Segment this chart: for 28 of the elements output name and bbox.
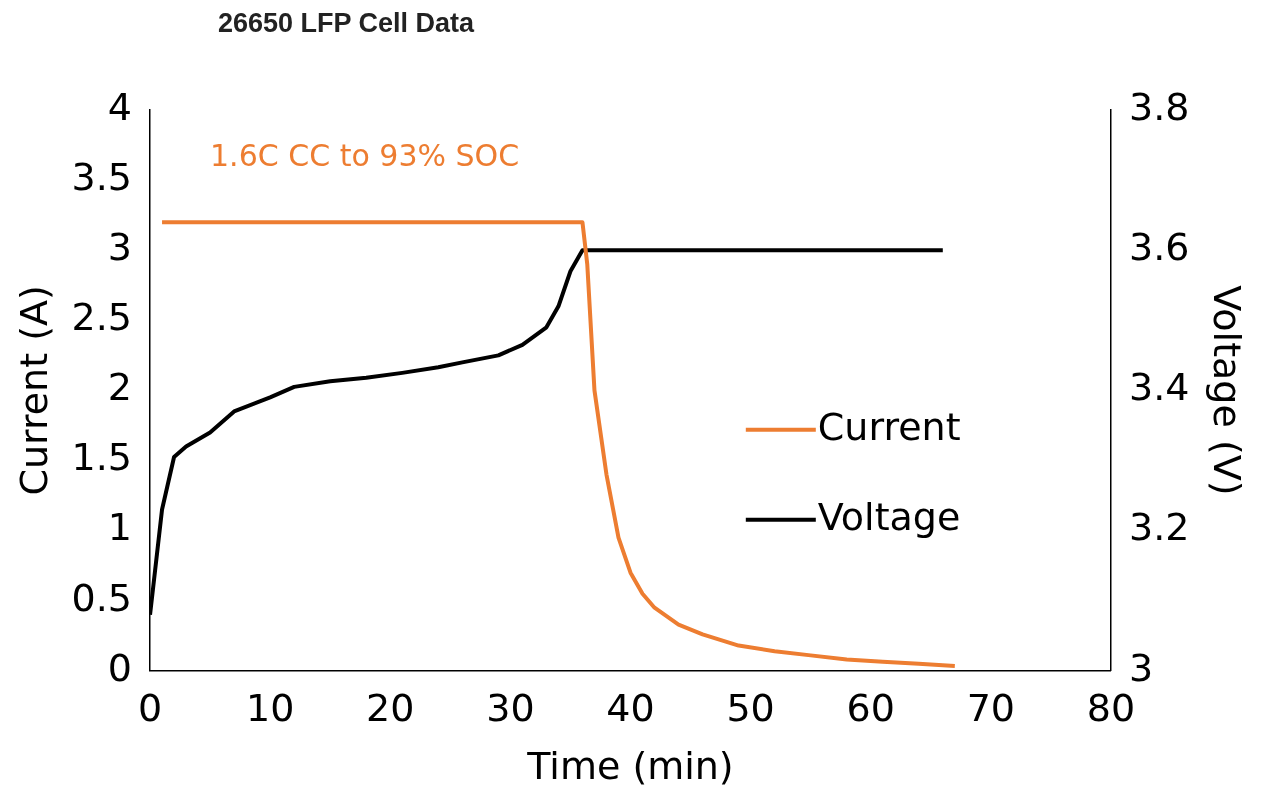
y-tick-label: 3 <box>107 225 133 270</box>
legend-label: Voltage <box>817 494 961 539</box>
x-tick-label: 60 <box>846 686 895 731</box>
annotation: 1.6C CC to 93% SOC <box>210 137 520 173</box>
y-tick-label: 3.5 <box>71 154 133 199</box>
x-tick-label: 10 <box>245 686 295 731</box>
y-tick-label: 0.5 <box>71 575 133 620</box>
y2-axis-title: Voltage (V) <box>1205 285 1250 496</box>
legend-label: Current <box>817 404 961 449</box>
x-tick-label: 30 <box>486 686 535 731</box>
y2-tick-label: 3.2 <box>1128 505 1190 550</box>
x-tick-label: 20 <box>366 686 415 731</box>
x-tick-label: 50 <box>726 686 775 731</box>
x-tick-label: 0 <box>137 686 163 731</box>
chart-title: 26650 LFP Cell Data <box>218 8 475 39</box>
y-axis-title: Current (A) <box>11 285 56 496</box>
y-tick-label: 1 <box>107 505 133 550</box>
y2-tick-label: 3.4 <box>1128 365 1190 410</box>
x-tick-label: 40 <box>606 686 655 731</box>
x-axis-title: Time (min) <box>526 744 734 789</box>
x-tick-label: 70 <box>966 686 1016 731</box>
y-tick-label: 1.5 <box>71 435 133 480</box>
y-tick-label: 2.5 <box>71 295 133 340</box>
y2-tick-label: 3.8 <box>1128 84 1190 129</box>
y2-tick-label: 3.6 <box>1128 225 1190 270</box>
y-tick-label: 2 <box>107 365 133 410</box>
y-tick-label: 0 <box>107 645 133 690</box>
y-tick-label: 4 <box>107 84 133 129</box>
